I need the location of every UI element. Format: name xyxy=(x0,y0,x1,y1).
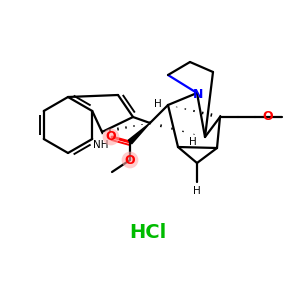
Text: HCl: HCl xyxy=(129,223,167,242)
Text: O: O xyxy=(125,154,135,166)
Text: H: H xyxy=(154,99,162,109)
Text: N: N xyxy=(193,88,203,100)
Text: O: O xyxy=(106,130,116,143)
Text: NH: NH xyxy=(93,140,109,150)
Text: H: H xyxy=(193,186,201,196)
Text: H: H xyxy=(189,137,197,147)
Polygon shape xyxy=(128,123,150,144)
Text: O: O xyxy=(263,110,273,124)
